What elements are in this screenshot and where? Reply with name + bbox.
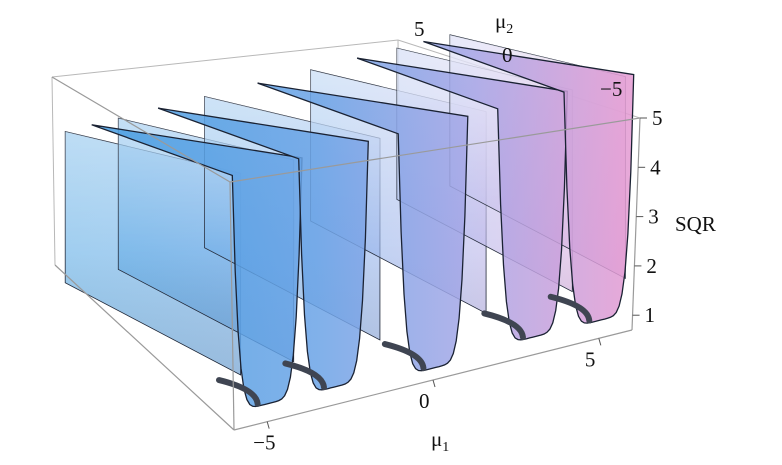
z-tick-label: 2 [646, 254, 657, 278]
x-tick-label: 5 [585, 347, 596, 371]
y-tick-label: 5 [414, 17, 425, 41]
z-axis-label: SQR [675, 212, 716, 236]
y-tick-label: 0 [502, 43, 513, 67]
z-tick-label: 3 [648, 205, 659, 229]
minimum-band [381, 341, 427, 372]
z-tick-label: 4 [650, 155, 661, 179]
x-axis-label: μ1 [431, 427, 449, 455]
minimum-band [481, 310, 526, 341]
minimum-band [216, 377, 261, 407]
x-tick-label: −5 [253, 431, 275, 455]
x-tick-label: 0 [419, 389, 430, 413]
axis-ticks: −5 0 5 5 0 −5 1 2 3 4 5 [253, 17, 662, 455]
y-tick-label: −5 [600, 77, 622, 101]
z-tick-label: 1 [645, 303, 656, 327]
axis-labels: μ1 μ2 SQR [431, 9, 716, 455]
x-tick [266, 421, 270, 429]
y-axis-label: μ2 [495, 9, 513, 37]
minimum-band [547, 293, 593, 324]
valley-troughs [91, 40, 635, 408]
z-tick-label: 5 [652, 106, 663, 130]
x-tick [598, 338, 602, 346]
minimum-band [282, 360, 327, 391]
x-tick [432, 379, 436, 388]
